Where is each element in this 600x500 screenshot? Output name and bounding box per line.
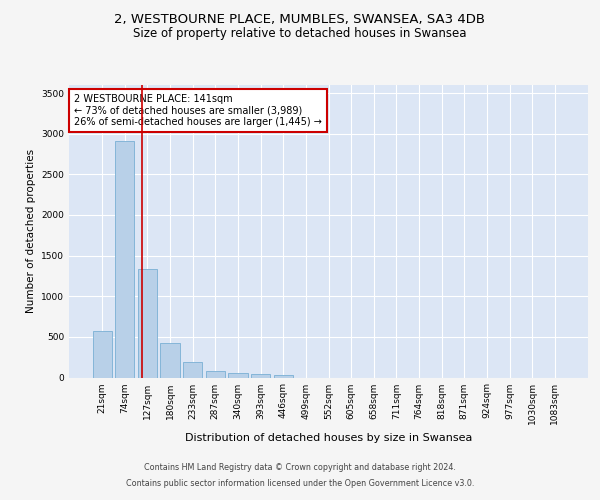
- Text: Contains HM Land Registry data © Crown copyright and database right 2024.: Contains HM Land Registry data © Crown c…: [144, 464, 456, 472]
- Bar: [115, 141, 134, 378]
- Text: 2, WESTBOURNE PLACE, MUMBLES, SWANSEA, SA3 4DB: 2, WESTBOURNE PLACE, MUMBLES, SWANSEA, S…: [115, 12, 485, 26]
- Text: Size of property relative to detached houses in Swansea: Size of property relative to detached ho…: [133, 28, 467, 40]
- Bar: [206, 371, 225, 378]
- Bar: [251, 374, 270, 378]
- Bar: [274, 374, 293, 378]
- Bar: [183, 362, 202, 378]
- Text: 2 WESTBOURNE PLACE: 141sqm
← 73% of detached houses are smaller (3,989)
26% of s: 2 WESTBOURNE PLACE: 141sqm ← 73% of deta…: [74, 94, 322, 127]
- Bar: [92, 331, 112, 378]
- Bar: [160, 344, 180, 378]
- Y-axis label: Number of detached properties: Number of detached properties: [26, 149, 35, 314]
- Bar: [229, 374, 248, 378]
- Bar: [138, 270, 157, 378]
- Text: Contains public sector information licensed under the Open Government Licence v3: Contains public sector information licen…: [126, 478, 474, 488]
- X-axis label: Distribution of detached houses by size in Swansea: Distribution of detached houses by size …: [185, 433, 472, 443]
